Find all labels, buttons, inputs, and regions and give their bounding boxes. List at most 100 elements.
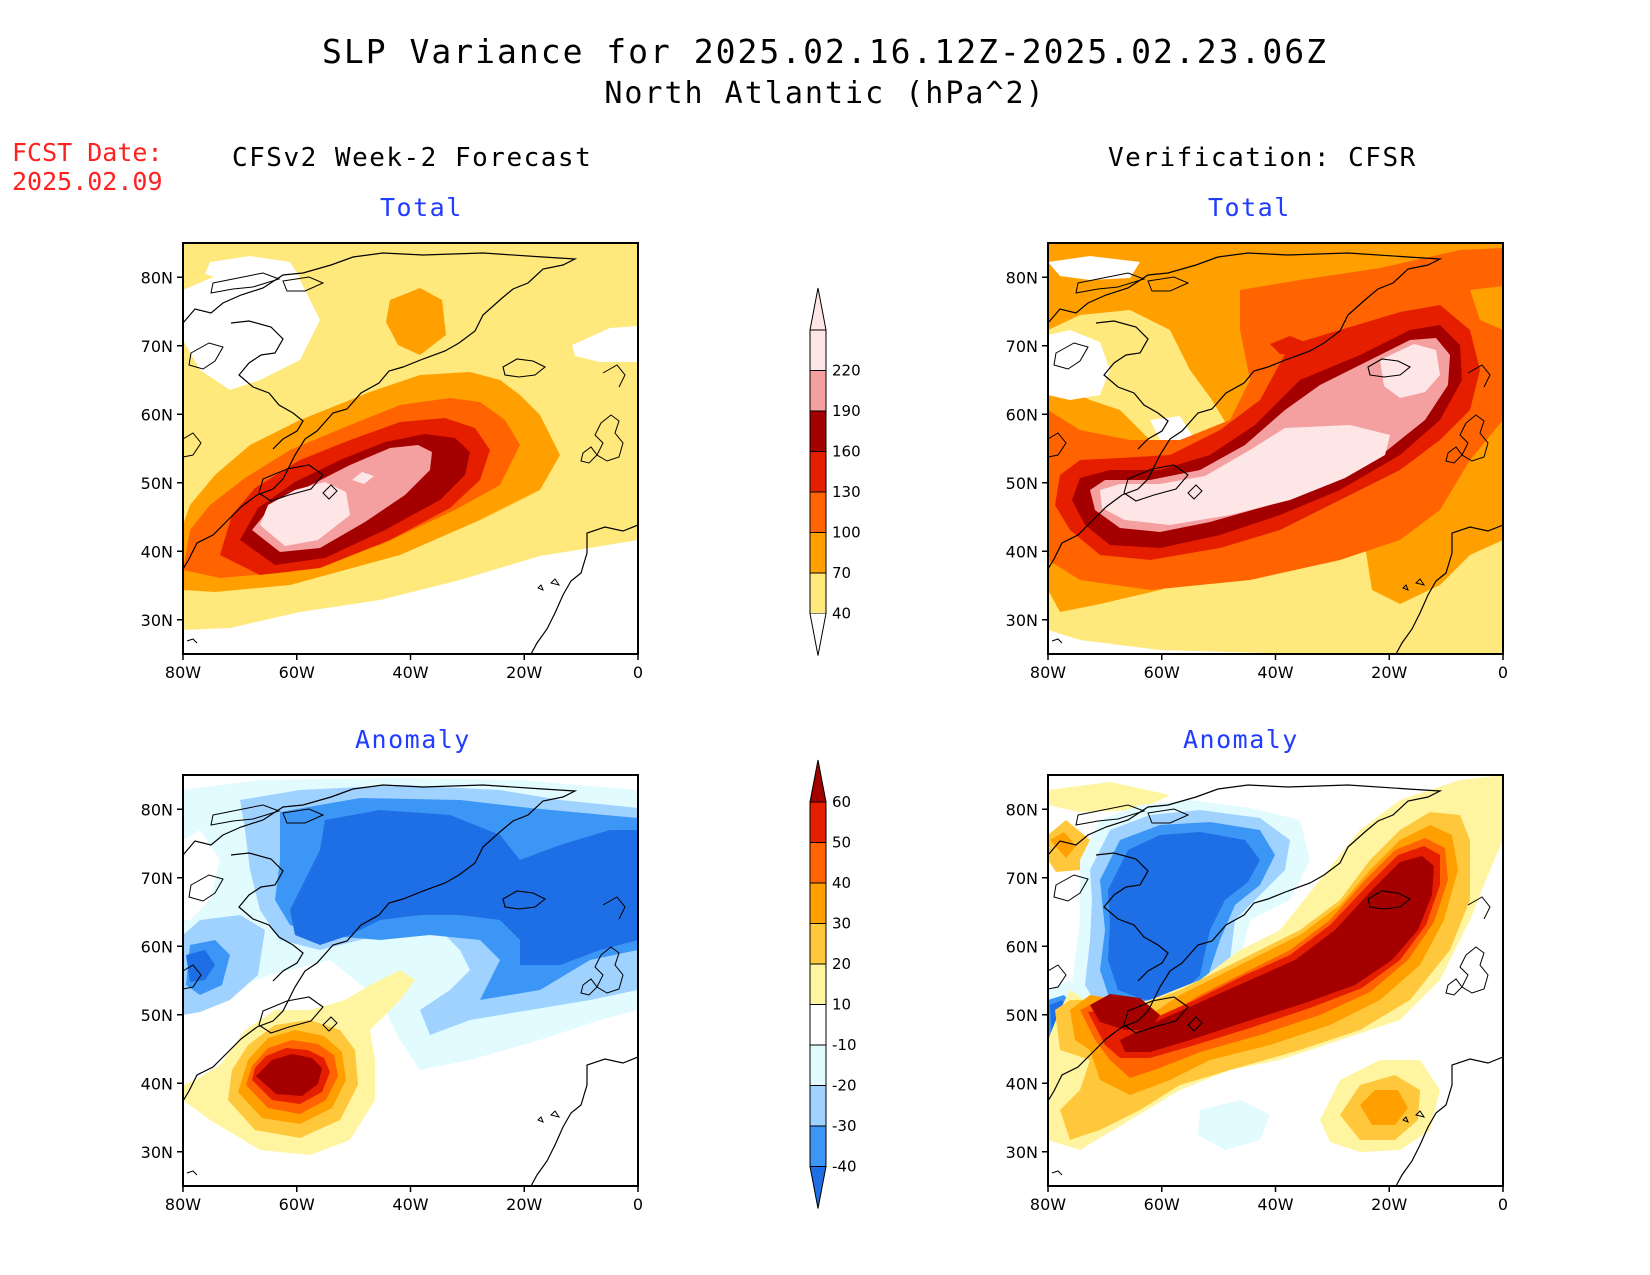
- forecast-anomaly-field: [183, 775, 638, 1186]
- anomaly-band-minus10-south: [1198, 1100, 1270, 1150]
- colorbar-swatch: [809, 410, 827, 452]
- colorbar-label: 10: [832, 996, 851, 1014]
- lon-tick-label: 0: [1498, 1195, 1508, 1214]
- colorbar-swatch: [809, 491, 827, 533]
- total-colorbar: 40 70 100 130 160 190 220: [809, 287, 861, 656]
- forecast-date-label: FCST Date: 2025.02.09: [12, 138, 163, 196]
- lat-tick-label: 40N: [141, 1074, 173, 1093]
- anomaly-colorbar: 60 50 40 30 20 10 -10 -20 -30 -40: [809, 759, 857, 1209]
- lon-tick-label: 20W: [506, 663, 542, 682]
- colorbar-swatch: [809, 329, 827, 371]
- colorbar-swatch: [809, 801, 827, 843]
- anomaly-band-minus40-west: [186, 950, 215, 982]
- variance-below-40-arctic: [1048, 256, 1140, 280]
- lon-tick-label: 20W: [1371, 663, 1407, 682]
- variance-band-130-north: [1270, 336, 1310, 356]
- lon-tick-label: 40W: [392, 1195, 428, 1214]
- colorbar-label: 70: [832, 564, 851, 582]
- variance-below-40-east: [572, 326, 638, 362]
- lon-tick-label: 60W: [1144, 663, 1180, 682]
- colorbar-label: -10: [832, 1036, 857, 1054]
- colorbar-swatch: [809, 842, 827, 884]
- colorbar-swatch: [809, 532, 827, 574]
- colorbar-label: -20: [832, 1077, 857, 1095]
- anomaly-band-30-south: [1360, 1090, 1408, 1125]
- lon-tick-label: 0: [633, 663, 643, 682]
- lat-tick-label: 40N: [141, 542, 173, 561]
- anomaly-band-30-davis: [1050, 832, 1076, 858]
- lon-tick-label: 80W: [1030, 663, 1066, 682]
- variance-below-40-davis-strait: [1048, 330, 1110, 400]
- colorbar-label: 40: [832, 874, 851, 892]
- lon-tick-label: 60W: [279, 663, 315, 682]
- variance-band-70-east: [1470, 286, 1503, 330]
- anomaly-band-60-west: [1090, 994, 1160, 1030]
- verification-anomaly-title: Anomaly: [1183, 725, 1299, 754]
- lon-tick-label: 60W: [1144, 1195, 1180, 1214]
- colorbar-swatch: [809, 572, 827, 614]
- lon-tick-label: 60W: [279, 1195, 315, 1214]
- colorbar-swatch: [809, 963, 827, 1005]
- colorbar-label: 50: [832, 834, 851, 852]
- lat-tick-label: 40N: [1006, 542, 1038, 561]
- forecast-date-value: 2025.02.09: [12, 167, 163, 196]
- lat-tick-label: 50N: [141, 1006, 173, 1025]
- anomaly-band-10-arctic: [1048, 782, 1170, 812]
- colorbar-swatch: [809, 923, 827, 965]
- variance-below-40-south: [1048, 630, 1300, 654]
- lat-tick-label: 80N: [1006, 268, 1038, 287]
- lat-tick-label: 70N: [1006, 337, 1038, 356]
- lat-tick-label: 30N: [141, 1143, 173, 1162]
- colorbar-label: 60: [832, 793, 851, 811]
- lat-tick-label: 40N: [1006, 1074, 1038, 1093]
- forecast-column-title: CFSv2 Week-2 Forecast: [232, 143, 593, 173]
- forecast-date-heading: FCST Date:: [12, 138, 163, 167]
- colorbar-label: 40: [832, 605, 851, 623]
- colorbar-swatch: [809, 451, 827, 493]
- colorbar-swatch: [809, 1004, 827, 1046]
- lat-tick-label: 60N: [1006, 405, 1038, 424]
- variance-below-40-south: [183, 540, 638, 654]
- variance-below-40-davis-strait: [183, 270, 320, 390]
- colorbar-swatch: [809, 1085, 827, 1127]
- colorbar-swatch: [809, 1044, 827, 1086]
- lon-tick-label: 80W: [165, 663, 201, 682]
- lon-tick-label: 80W: [1030, 1195, 1066, 1214]
- variance-band-40-south: [1048, 540, 1503, 654]
- colorbar-extension-bottom: [809, 1166, 827, 1209]
- lat-tick-label: 30N: [141, 611, 173, 630]
- anomaly-band-60: [256, 1054, 322, 1096]
- verification-total-field: [1048, 243, 1503, 654]
- lat-tick-label: 60N: [1006, 937, 1038, 956]
- forecast-total-title: Total: [380, 193, 463, 222]
- lat-tick-label: 60N: [141, 937, 173, 956]
- lon-tick-label: 0: [633, 1195, 643, 1214]
- lon-tick-label: 40W: [1257, 1195, 1293, 1214]
- colorbar-swatch: [809, 370, 827, 412]
- figure-subtitle: North Atlantic (hPa^2): [604, 76, 1046, 111]
- lat-tick-label: 30N: [1006, 1143, 1038, 1162]
- forecast-total-field: [183, 243, 638, 654]
- verification-column-title: Verification: CFSR: [1108, 143, 1417, 173]
- colorbar-swatch: [809, 1125, 827, 1167]
- lat-tick-label: 50N: [1006, 474, 1038, 493]
- colorbar-label: 190: [832, 402, 861, 420]
- verification-total-title: Total: [1208, 193, 1291, 222]
- lon-tick-label: 40W: [392, 663, 428, 682]
- lat-tick-label: 30N: [1006, 611, 1038, 630]
- lon-tick-label: 40W: [1257, 663, 1293, 682]
- lat-tick-label: 70N: [141, 337, 173, 356]
- lat-tick-label: 70N: [141, 869, 173, 888]
- anomaly-band-minus40: [290, 810, 638, 965]
- colorbar-label: -40: [832, 1158, 857, 1176]
- lat-tick-label: 80N: [1006, 800, 1038, 819]
- lat-tick-label: 50N: [141, 474, 173, 493]
- colorbar-label: 220: [832, 362, 861, 380]
- lat-tick-label: 50N: [1006, 1006, 1038, 1025]
- lon-tick-label: 20W: [1371, 1195, 1407, 1214]
- lat-tick-label: 80N: [141, 268, 173, 287]
- colorbar-label: 30: [832, 915, 851, 933]
- forecast-anomaly-title: Anomaly: [355, 725, 471, 754]
- colorbar-swatch: [809, 882, 827, 924]
